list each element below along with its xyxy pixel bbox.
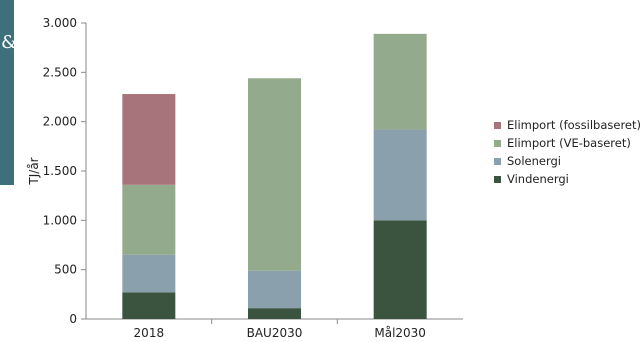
legend-item: Elimport (fossilbaseret)	[494, 116, 641, 134]
bar-solenergi-2018	[122, 254, 176, 293]
x-tick-label: Mål2030	[374, 326, 426, 340]
bar-vindenergi-mål2030	[373, 220, 427, 319]
bar-vindenergi-2018	[122, 292, 176, 319]
legend-label: Vindenergi	[507, 172, 569, 186]
legend-label: Elimport (VE-baseret)	[507, 136, 631, 150]
y-tick-label: 0	[69, 312, 77, 326]
chart-legend: Elimport (fossilbaseret) Elimport (VE-bas…	[494, 116, 641, 188]
legend-label: Elimport (fossilbaseret)	[507, 118, 641, 132]
chart-bars	[122, 33, 427, 319]
y-tick-label: 500	[54, 263, 77, 277]
legend-item: Vindenergi	[494, 170, 641, 188]
legend-swatch	[494, 121, 501, 129]
legend-swatch	[494, 175, 501, 183]
y-tick-label: 2.500	[43, 65, 77, 79]
bar-elimport-fossilbaseret-2018	[122, 94, 176, 185]
y-tick-label: 1.500	[43, 164, 77, 178]
x-tick-label: 2018	[134, 326, 165, 340]
page-edge-decoration: &	[0, 0, 15, 185]
legend-item: Elimport (VE-baseret)	[494, 134, 641, 152]
bar-vindenergi-bau2030	[248, 308, 301, 319]
y-tick-label: 2.000	[43, 115, 77, 129]
legend-swatch	[494, 157, 501, 165]
y-tick-label: 1.000	[43, 213, 77, 227]
bar-solenergi-mål2030	[373, 129, 427, 221]
chart-ticks: 0 500 1.000 1.500 2.000 2.500 3.000 2018 BAU2030…	[43, 16, 426, 340]
y-tick-label: 3.000	[43, 16, 77, 30]
x-tick-label: BAU2030	[247, 326, 303, 340]
legend-label: Solenergi	[507, 154, 561, 168]
bar-elimport-ve-baseret-2018	[122, 184, 176, 255]
y-axis-label: TJ/år	[27, 157, 41, 185]
page-edge-glyph: &	[1, 30, 15, 56]
bar-elimport-ve-baseret-bau2030	[248, 78, 301, 271]
bar-elimport-ve-baseret-mål2030	[373, 33, 427, 130]
bar-solenergi-bau2030	[248, 270, 301, 309]
legend-swatch	[494, 139, 501, 147]
legend-item: Solenergi	[494, 152, 641, 170]
